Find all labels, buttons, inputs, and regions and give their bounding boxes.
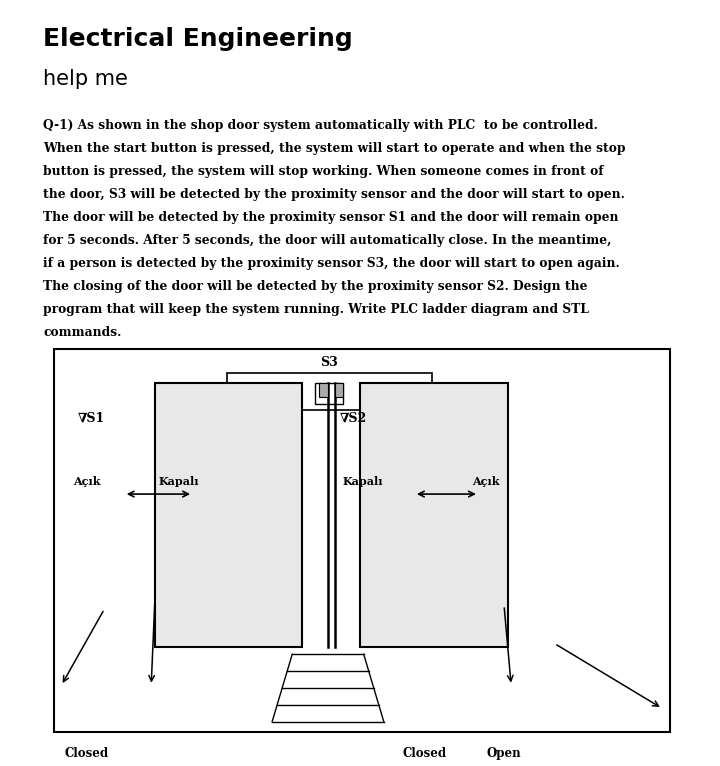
Text: help me: help me: [43, 69, 128, 89]
Bar: [360, 383, 508, 647]
Bar: [155, 383, 302, 647]
Text: Kapalı: Kapalı: [343, 476, 383, 487]
Text: Electrical Engineering: Electrical Engineering: [43, 27, 353, 51]
Text: ∇S1: ∇S1: [78, 412, 105, 425]
Text: program that will keep the system running. Write PLC ladder diagram and STL: program that will keep the system runnin…: [43, 303, 589, 316]
Text: S3: S3: [320, 356, 338, 369]
Text: the door, S3 will be detected by the proximity sensor and the door will start to: the door, S3 will be detected by the pro…: [43, 188, 625, 201]
Text: Açık: Açık: [73, 476, 101, 487]
Bar: [315, 383, 343, 404]
Text: The closing of the door will be detected by the proximity sensor S2. Design the: The closing of the door will be detected…: [43, 280, 588, 293]
Text: Kapalı: Kapalı: [158, 476, 199, 487]
Text: for 5 seconds. After 5 seconds, the door will automatically close. In the meanti: for 5 seconds. After 5 seconds, the door…: [43, 234, 612, 247]
Bar: [319, 383, 328, 397]
Text: Open: Open: [487, 747, 521, 760]
Text: Closed: Closed: [64, 747, 109, 760]
Bar: [335, 383, 343, 397]
Text: When the start button is pressed, the system will start to operate and when the : When the start button is pressed, the sy…: [43, 142, 626, 155]
Text: Closed: Closed: [402, 747, 447, 760]
Text: if a person is detected by the proximity sensor S3, the door will start to open : if a person is detected by the proximity…: [43, 257, 620, 270]
Text: Açık: Açık: [472, 476, 499, 487]
Bar: [54, 349, 670, 732]
Text: ∇S2: ∇S2: [340, 412, 367, 425]
Text: Q-1) As shown in the shop door system automatically with PLC  to be controlled.: Q-1) As shown in the shop door system au…: [43, 119, 598, 132]
Text: commands.: commands.: [43, 326, 122, 339]
Text: The door will be detected by the proximity sensor S1 and the door will remain op: The door will be detected by the proximi…: [43, 211, 618, 224]
Bar: [227, 373, 432, 410]
Text: button is pressed, the system will stop working. When someone comes in front of: button is pressed, the system will stop …: [43, 165, 604, 178]
